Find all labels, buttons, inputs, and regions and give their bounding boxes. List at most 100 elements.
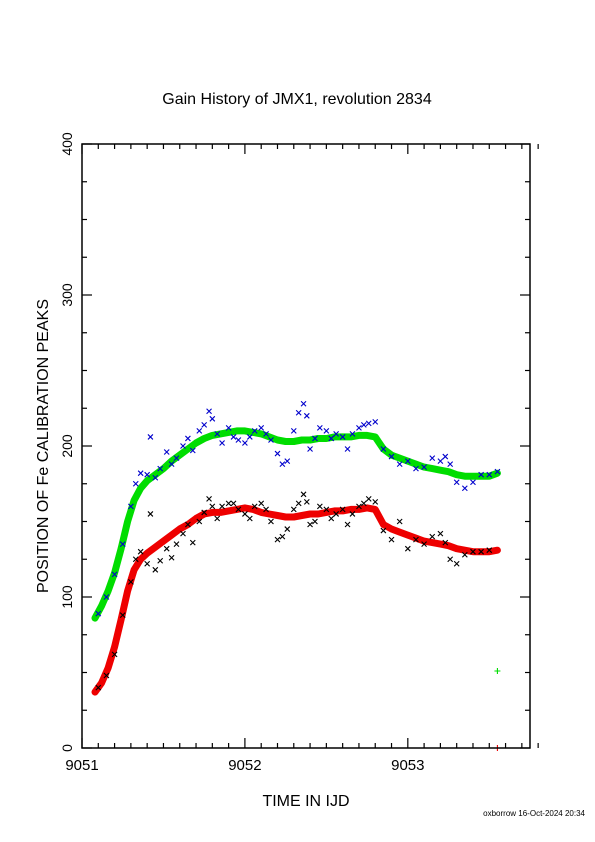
data-point [180, 443, 186, 449]
data-point [119, 541, 126, 548]
data-point [225, 500, 232, 507]
data-point [206, 495, 212, 502]
series-line-1 [91, 504, 501, 696]
x-tick-label: 9052 [228, 757, 261, 774]
data-point [365, 420, 372, 427]
data-point [413, 465, 419, 472]
data-point [461, 551, 468, 558]
data-point [196, 518, 203, 525]
data-point [214, 431, 221, 437]
data-point [478, 471, 485, 478]
data-point [388, 536, 395, 543]
data-point [214, 515, 221, 522]
x-axis-label: TIME IN IJD [262, 793, 349, 810]
data-point [323, 506, 330, 513]
data-point [437, 458, 444, 464]
data-point [290, 506, 297, 513]
data-point [219, 440, 225, 446]
data-point [246, 434, 253, 440]
data-point [300, 400, 307, 407]
y-tick-label: 0 [59, 744, 75, 752]
data-point [396, 461, 403, 468]
data-point [316, 503, 323, 510]
data-point [344, 446, 351, 452]
data-point [144, 471, 151, 478]
data-point [339, 434, 346, 440]
data-point [328, 515, 335, 522]
y-tick-label: 200 [59, 434, 75, 458]
data-point [307, 521, 313, 528]
data-point [461, 485, 468, 492]
data-point [478, 548, 485, 555]
data-point [196, 428, 203, 434]
data-point [103, 672, 110, 679]
x-tick-label: 9053 [391, 757, 424, 774]
data-point [365, 495, 372, 502]
data-point [290, 428, 297, 434]
axis-ticks: 0 100 200 300 400 9051 9052 9053 [59, 132, 539, 774]
data-point [127, 579, 134, 585]
data-point [230, 500, 237, 507]
data-point [137, 548, 144, 555]
data-point [344, 521, 351, 528]
data-point [95, 684, 102, 691]
y-tick-label: 300 [59, 283, 75, 307]
data-point [470, 548, 476, 555]
data-point [163, 545, 170, 552]
data-point [163, 449, 170, 455]
data-point [251, 428, 258, 434]
data-point [279, 533, 286, 540]
data-point [356, 424, 362, 431]
data-point [372, 498, 379, 505]
data-point [95, 610, 102, 617]
data-point [453, 560, 460, 567]
data-point [295, 409, 302, 416]
data-point [429, 533, 436, 540]
data-point [230, 434, 237, 440]
data-point [413, 536, 419, 543]
data-point [152, 566, 159, 573]
data-point [312, 518, 318, 525]
data-point [470, 479, 476, 486]
data-point [274, 450, 281, 457]
data-point [201, 421, 208, 428]
data-point [284, 526, 291, 532]
data-point [323, 428, 330, 434]
data-point [328, 435, 335, 442]
data-point [258, 424, 265, 431]
data-point [447, 461, 454, 468]
data-point [251, 503, 258, 510]
y-tick-label: 400 [59, 132, 75, 156]
y-tick-label: 100 [59, 585, 75, 609]
data-point [303, 412, 310, 419]
data-point [132, 556, 139, 563]
data-point [147, 511, 154, 517]
data-point [421, 541, 427, 548]
data-point [307, 446, 313, 452]
data-point [263, 506, 269, 513]
data-point [132, 480, 139, 487]
data-point [421, 464, 427, 471]
data-point [274, 536, 281, 543]
data-point [189, 539, 196, 546]
y-axis-label: POSITION OF Fe CALIBRATION PEAKS [35, 299, 52, 593]
data-point [173, 455, 180, 461]
data-point [356, 503, 362, 510]
data-point [189, 447, 196, 454]
data-point [144, 560, 151, 567]
data-point [360, 421, 367, 428]
data-point [303, 498, 310, 505]
data-point [127, 503, 134, 510]
data-point [404, 458, 411, 464]
chart-marks [91, 400, 501, 751]
data-point [157, 557, 164, 564]
data-point [185, 435, 191, 442]
data-point [380, 446, 387, 452]
data-point [268, 518, 274, 525]
data-point [404, 545, 411, 552]
data-point [219, 503, 225, 510]
x-tick-label: 9051 [65, 757, 98, 774]
data-point [147, 434, 154, 440]
data-point [339, 506, 346, 513]
data-point [185, 521, 191, 528]
